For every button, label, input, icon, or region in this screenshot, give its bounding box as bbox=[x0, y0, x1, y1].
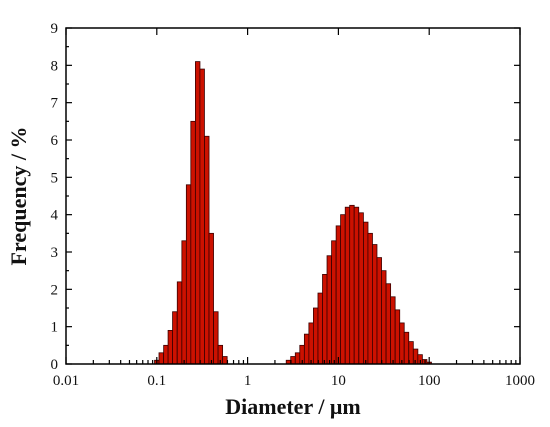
y-tick-label: 3 bbox=[51, 245, 59, 261]
histogram-bar bbox=[204, 135, 210, 365]
x-tick-label: 0.01 bbox=[53, 373, 79, 389]
histogram-bar bbox=[363, 221, 369, 365]
histogram-bar bbox=[349, 204, 355, 365]
x-axis-ticks: 0.01 0.1 1 10 100 1000 bbox=[53, 28, 535, 389]
histogram-bar bbox=[303, 333, 310, 365]
histogram-bar bbox=[340, 214, 346, 365]
x-tick-label: 10 bbox=[331, 373, 346, 389]
histogram-bar bbox=[313, 307, 319, 365]
histogram-bar bbox=[208, 232, 214, 365]
x-tick-label: 0.1 bbox=[147, 373, 166, 389]
histogram-bar bbox=[190, 120, 196, 365]
y-tick-label: 9 bbox=[51, 21, 59, 37]
histogram-bar bbox=[185, 184, 192, 365]
histogram-bar bbox=[322, 273, 328, 365]
histogram-bar bbox=[358, 212, 364, 365]
x-axis-title: Diameter / μm bbox=[225, 394, 360, 419]
histogram-bar bbox=[376, 257, 382, 365]
x-tick-label: 1 bbox=[244, 373, 252, 389]
histogram-bar bbox=[372, 244, 378, 365]
histogram-bar bbox=[172, 311, 178, 365]
histogram-bar bbox=[390, 296, 396, 365]
histogram-bar bbox=[326, 255, 332, 365]
histogram-bar bbox=[195, 61, 201, 365]
plot-frame bbox=[65, 27, 521, 365]
histogram-bar bbox=[353, 206, 360, 365]
y-axis-ticks: 0 1 2 3 4 5 6 7 8 9 bbox=[51, 21, 520, 373]
histogram-bar bbox=[199, 68, 205, 365]
histogram-bar bbox=[163, 344, 169, 365]
histogram-bar bbox=[394, 309, 401, 365]
histogram-bar bbox=[181, 240, 187, 365]
histogram-bar bbox=[331, 240, 337, 365]
y-tick-label: 0 bbox=[51, 357, 59, 373]
histogram-bar bbox=[308, 322, 314, 365]
histogram-bar bbox=[167, 329, 174, 365]
histogram-bar bbox=[222, 356, 228, 365]
histogram-bar bbox=[176, 281, 183, 365]
y-tick-label: 4 bbox=[51, 208, 59, 224]
y-tick-label: 2 bbox=[51, 282, 59, 298]
histogram-bar bbox=[385, 283, 392, 365]
histogram-bar bbox=[294, 352, 301, 365]
histogram-bar bbox=[403, 331, 410, 365]
histogram-bar bbox=[367, 232, 373, 365]
histogram-bar bbox=[344, 206, 351, 365]
y-tick-label: 1 bbox=[51, 320, 59, 336]
histogram-bar bbox=[213, 311, 219, 365]
histogram-bar bbox=[158, 352, 164, 365]
y-tick-label: 7 bbox=[51, 96, 59, 112]
x-tick-label: 100 bbox=[418, 373, 441, 389]
x-tick-label: 1000 bbox=[505, 373, 535, 389]
histogram-bar bbox=[399, 322, 405, 365]
histogram-bar bbox=[381, 270, 387, 365]
y-tick-label: 5 bbox=[51, 170, 59, 186]
histogram-bars bbox=[154, 61, 432, 365]
histogram-bar bbox=[335, 225, 342, 365]
y-tick-label: 8 bbox=[51, 58, 59, 74]
histogram-bar bbox=[317, 292, 323, 365]
y-axis-title: Frequency / % bbox=[6, 127, 31, 266]
y-tick-label: 6 bbox=[51, 133, 59, 149]
